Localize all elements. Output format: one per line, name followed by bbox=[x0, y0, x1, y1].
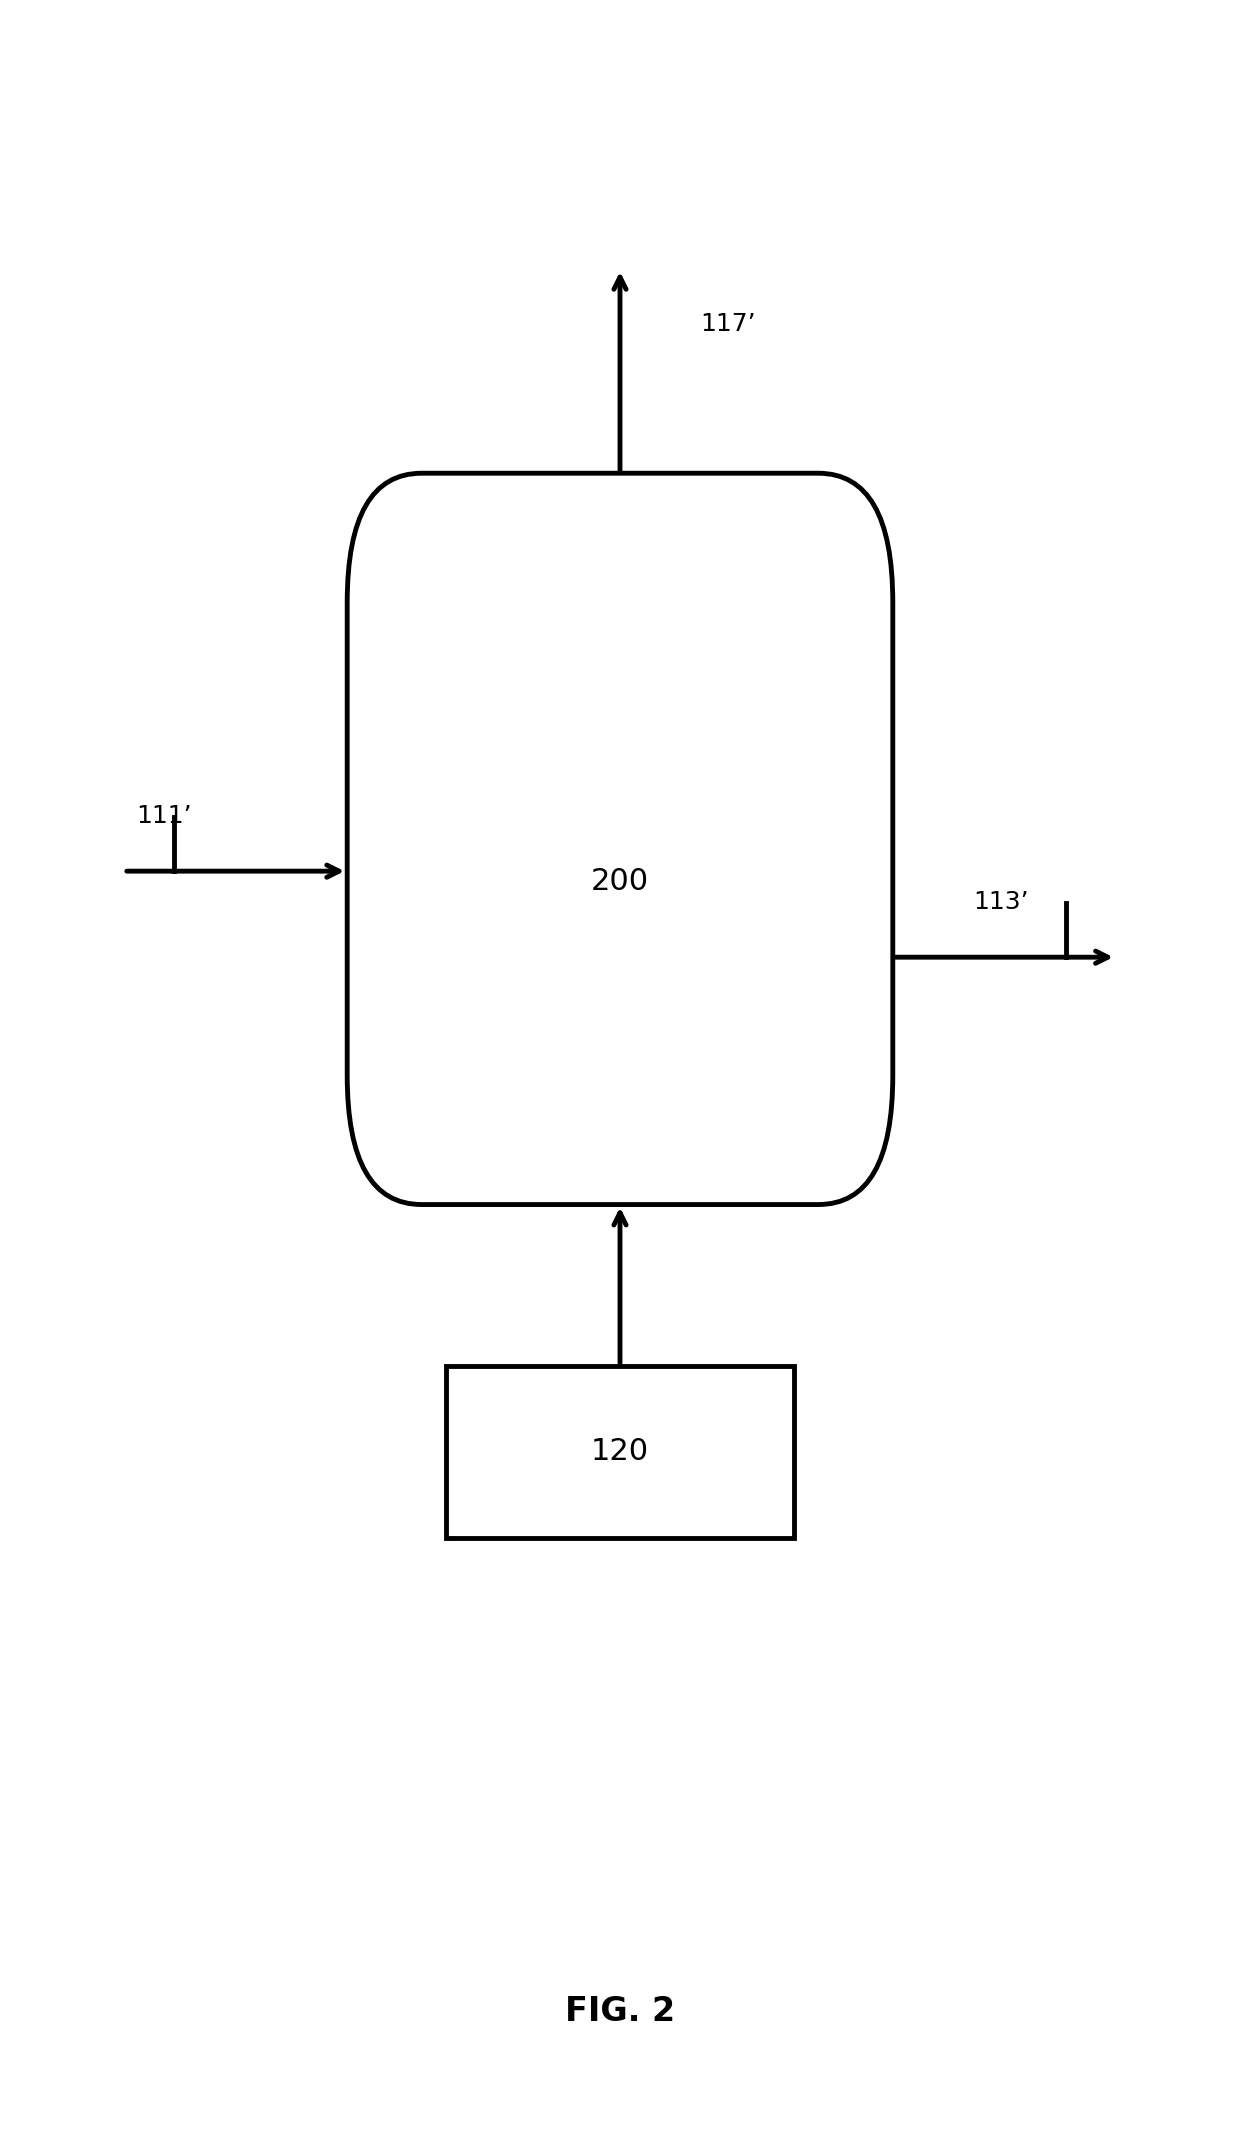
Text: 120: 120 bbox=[591, 1437, 649, 1467]
Text: 200: 200 bbox=[591, 867, 649, 897]
Text: 113’: 113’ bbox=[973, 891, 1029, 914]
Text: 111’: 111’ bbox=[136, 804, 192, 828]
Text: FIG. 2: FIG. 2 bbox=[565, 1994, 675, 2028]
Text: 117’: 117’ bbox=[701, 312, 756, 336]
FancyBboxPatch shape bbox=[347, 473, 893, 1205]
Bar bbox=[446, 1366, 794, 1538]
